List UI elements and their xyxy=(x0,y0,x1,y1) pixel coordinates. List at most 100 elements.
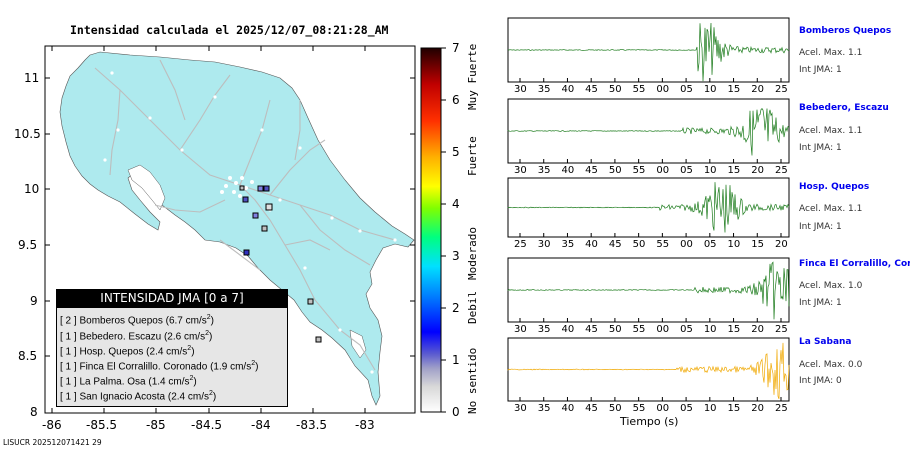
station-bebedero xyxy=(242,196,249,203)
station-int: Int JMA: 1 xyxy=(799,298,842,308)
scale-word-moderado: Moderado xyxy=(466,227,479,280)
scale-label: 7 xyxy=(452,41,460,55)
y-tick-label: 9 xyxy=(30,294,38,308)
scale-word-muy-fuerte: Muy Fuerte xyxy=(466,43,479,110)
city-dots xyxy=(103,71,397,374)
wave-tick-label: 15 xyxy=(727,324,741,335)
waveform-trace xyxy=(508,22,790,82)
wave-tick-label: 00 xyxy=(656,324,670,335)
wave-tick-label: 10 xyxy=(703,403,717,414)
station-acel: Acel. Max. 1.1 xyxy=(799,204,863,214)
wave-tick-label: 15 xyxy=(727,84,741,95)
y-tick-label: 8 xyxy=(30,405,38,419)
wave-tick-label: 35 xyxy=(537,403,551,414)
wave-tick-label: 25 xyxy=(775,84,788,95)
wave-tick-label: 20 xyxy=(775,239,788,250)
x-tick-label: -83.5 xyxy=(296,418,328,432)
station-int: Int JMA: 0 xyxy=(799,376,842,386)
wave-tick-label: 00 xyxy=(656,84,670,95)
station-acel: Acel. Max. 0.0 xyxy=(799,360,863,370)
station-acel: Acel. Max. 1.1 xyxy=(799,48,863,58)
wave-tick-label: 35 xyxy=(537,165,551,176)
footer-id: LISUCR 202512071421 29 xyxy=(3,438,102,447)
scale-label: 4 xyxy=(452,197,460,211)
wave-tick-label: 10 xyxy=(703,165,717,176)
wave-tick-label: 25 xyxy=(514,239,527,250)
wave-tick-label: 15 xyxy=(751,239,764,250)
waveform-traces xyxy=(507,22,790,401)
scale-label: 5 xyxy=(452,145,460,159)
scale-word-debil: Debil xyxy=(466,290,479,324)
wave-tick-label: 05 xyxy=(680,324,693,335)
wave-tick-label: 55 xyxy=(632,84,646,95)
wave-tick-label: 45 xyxy=(585,165,598,176)
station-int: Int JMA: 1 xyxy=(799,143,842,153)
scale-word-no-sentido: No sentido xyxy=(466,347,479,414)
scale-word-fuerte: Fuerte xyxy=(466,136,479,176)
x-tick-label: -85 xyxy=(146,418,166,432)
station-acel: Acel. Max. 1.1 xyxy=(799,126,863,136)
waveform-trace xyxy=(507,182,790,233)
wave-tick-label: 10 xyxy=(703,324,717,335)
legend-item: [ 2 ] Bomberos Quepos (6.7 cm/s2) xyxy=(60,314,214,327)
wave-tick-label: 00 xyxy=(680,239,693,250)
wave-tick-label: 00 xyxy=(656,403,670,414)
wave-tick-label: 55 xyxy=(656,239,670,250)
wave-tick-label: 40 xyxy=(561,403,575,414)
scale-ticks xyxy=(441,47,446,413)
wave-tick-label: 55 xyxy=(632,403,646,414)
wave-tick-label: 30 xyxy=(537,239,551,250)
scale-label: 6 xyxy=(452,93,460,107)
wave-tick-label: 40 xyxy=(561,165,575,176)
x-tick-label: -84 xyxy=(251,418,271,432)
waveform-trace xyxy=(507,342,790,400)
wave-tick-label: 30 xyxy=(514,324,527,335)
wave-tick-label: 05 xyxy=(680,403,693,414)
intensity-scale-bar xyxy=(420,47,442,413)
station-quepos xyxy=(243,249,250,256)
gulf-nicoya xyxy=(127,164,166,211)
legend-title: INTENSIDAD JMA [0 a 7] xyxy=(56,289,288,308)
scale-label: 0 xyxy=(452,405,460,419)
station-name: Hosp. Quepos xyxy=(799,182,870,192)
x-tick-label: -85.5 xyxy=(86,418,118,432)
wave-tick-label: 15 xyxy=(727,403,741,414)
scale-label: 2 xyxy=(452,301,460,315)
station-coronado xyxy=(265,203,273,211)
wave-tick-label: 15 xyxy=(727,165,741,176)
wave-tick-label: 20 xyxy=(751,84,764,95)
wave-tick-label: 30 xyxy=(514,165,527,176)
y-tick-label: 8.5 xyxy=(18,349,38,363)
y-tick-label: 9.5 xyxy=(18,238,38,252)
wave-tick-label: 45 xyxy=(585,403,598,414)
wave-tick-label: 05 xyxy=(680,165,693,176)
station-d xyxy=(239,185,245,191)
wave-tick-label: 45 xyxy=(585,84,598,95)
station-name: Finca El Corralillo, Coronado xyxy=(799,259,910,269)
wave-tick-label: 40 xyxy=(585,239,598,250)
legend-item: [ 1 ] Bebedero. Escazu (2.6 cm/s2) xyxy=(60,330,213,343)
wave-tick-label: 20 xyxy=(751,165,764,176)
wave-tick-label: 05 xyxy=(680,84,693,95)
station-int: Int JMA: 1 xyxy=(799,65,842,75)
wave-tick-label: 55 xyxy=(632,165,646,176)
station-san-ignacio xyxy=(252,212,259,219)
wave-tick-label: 00 xyxy=(656,165,670,176)
wave-tick-label: 50 xyxy=(608,84,622,95)
y-tick-label: 10.5 xyxy=(14,127,41,141)
wave-tick-label: 30 xyxy=(514,403,527,414)
legend-box xyxy=(56,289,288,407)
wave-tick-label: 50 xyxy=(608,403,622,414)
wave-tick-label: 10 xyxy=(703,84,717,95)
wave-tick-label: 25 xyxy=(775,165,788,176)
wave-tick-label: 40 xyxy=(561,324,575,335)
x-tick-label: -83 xyxy=(355,418,375,432)
station-a xyxy=(257,185,264,192)
wave-tick-label: 40 xyxy=(561,84,575,95)
wave-tick-label: 45 xyxy=(608,239,622,250)
wave-tick-label: 25 xyxy=(775,324,788,335)
wave-tick-label: 35 xyxy=(537,84,551,95)
station-name: Bomberos Quepos xyxy=(799,26,892,36)
wave-tick-label: 50 xyxy=(632,239,646,250)
